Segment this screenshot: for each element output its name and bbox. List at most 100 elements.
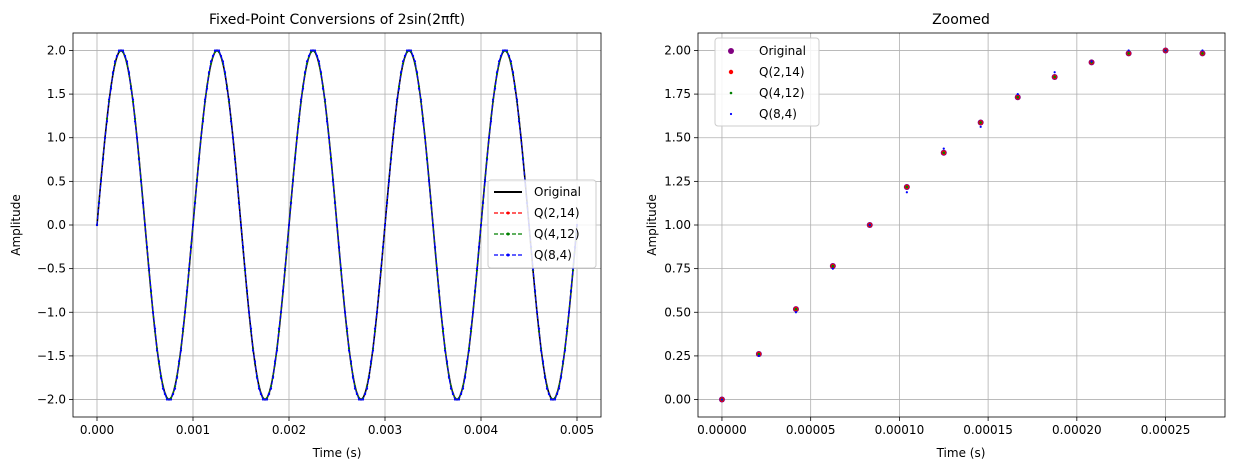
y-tick-label: 1.5 <box>47 87 66 101</box>
data-point <box>157 360 161 363</box>
legend-label: Original <box>759 44 806 58</box>
data-point <box>427 180 431 183</box>
data-point <box>477 245 481 248</box>
legend-label: Q(2,14) <box>534 206 580 220</box>
scatter-point-q-8-4- <box>1164 49 1167 52</box>
data-point <box>205 87 209 90</box>
data-point <box>193 202 197 205</box>
data-point <box>99 180 103 183</box>
data-point <box>569 289 573 292</box>
left-x-ticks: 0.000 0.001 0.002 0.003 0.004 0.005 <box>80 417 594 437</box>
left-series-layer <box>95 49 579 401</box>
data-point <box>433 245 437 248</box>
x-tick-label: 0.00000 <box>697 423 747 437</box>
data-point <box>485 158 489 161</box>
data-point <box>115 54 119 58</box>
data-point <box>393 120 397 123</box>
data-point <box>337 245 341 248</box>
data-point <box>291 180 295 183</box>
data-point <box>303 71 307 74</box>
scatter-point-q-4-12- <box>1053 75 1056 79</box>
data-point <box>383 223 387 227</box>
data-point <box>441 327 445 330</box>
data-point <box>177 360 181 363</box>
data-point <box>351 376 355 379</box>
data-point <box>253 360 257 363</box>
data-point <box>197 158 201 161</box>
data-point <box>241 245 245 248</box>
data-point <box>563 349 567 352</box>
scatter-point-q-4-12- <box>1016 95 1020 99</box>
data-point <box>329 158 333 161</box>
right-legend-items: Original Q(2,14) Q(4,12) Q(8,4) <box>728 44 806 121</box>
data-point <box>305 60 309 63</box>
data-point <box>539 349 543 352</box>
scatter-point-q-4-12- <box>905 185 909 189</box>
data-point <box>411 54 415 58</box>
data-point <box>435 267 439 270</box>
data-point <box>223 71 227 74</box>
data-point <box>189 245 193 248</box>
data-point <box>459 392 463 396</box>
data-point <box>211 54 215 58</box>
left-legend-box <box>487 179 597 269</box>
scatter-point-q-4-12- <box>831 264 835 268</box>
legend-marker <box>728 69 734 75</box>
data-point <box>245 289 249 292</box>
right-legend: Original Q(2,14) Q(4,12) Q(8,4) <box>714 37 820 127</box>
data-point <box>95 223 99 227</box>
data-point <box>319 71 323 74</box>
legend-marker <box>506 211 510 215</box>
data-point <box>463 376 467 379</box>
data-point <box>125 60 129 63</box>
data-point <box>207 71 211 74</box>
data-point <box>315 54 319 58</box>
data-point <box>451 392 455 396</box>
data-point <box>233 158 237 161</box>
data-point <box>217 49 221 52</box>
data-point <box>163 392 167 396</box>
data-point <box>159 376 163 379</box>
x-tick-label: 0.00025 <box>1141 423 1191 437</box>
data-point <box>119 49 123 52</box>
y-tick-label: −2.0 <box>37 393 66 407</box>
data-point <box>481 202 485 205</box>
y-tick-label: 1.75 <box>664 87 691 101</box>
x-tick-label: 0.001 <box>176 423 210 437</box>
right-y-axis-label: Amplitude <box>645 194 659 256</box>
data-point <box>235 178 239 181</box>
data-point <box>369 360 373 363</box>
legend-label: Q(8,4) <box>759 107 797 121</box>
data-point <box>473 289 477 292</box>
data-point <box>445 360 449 363</box>
data-point <box>347 349 351 352</box>
scatter-point-q-8-4- <box>794 311 798 314</box>
data-point <box>417 87 421 90</box>
data-point <box>387 180 391 183</box>
y-tick-label: 2.00 <box>664 43 691 57</box>
data-point <box>307 54 311 58</box>
data-point <box>517 120 521 123</box>
data-point <box>239 223 243 227</box>
data-point <box>431 223 435 227</box>
data-point <box>415 71 419 74</box>
right-x-ticks: 0.00000 0.00005 0.00010 0.00015 0.00020 0.000… <box>697 417 1190 437</box>
data-point <box>243 269 247 272</box>
legend-label: Q(8,4) <box>534 248 572 262</box>
data-point <box>565 327 569 330</box>
x-tick-label: 0.004 <box>464 423 498 437</box>
scatter-point-q-8-4- <box>1016 92 1019 96</box>
data-point <box>325 120 329 123</box>
data-point <box>143 223 147 227</box>
scatter-point-q-4-12- <box>1127 52 1130 55</box>
data-point <box>105 117 109 120</box>
data-point <box>409 49 413 52</box>
data-point <box>305 62 309 65</box>
left-y-ticks: −2.0 −1.5 −1.0 −0.5 0.0 0.5 1.0 1.5 2.0 <box>37 43 73 407</box>
data-point <box>167 398 171 401</box>
data-point <box>339 269 343 272</box>
data-point <box>553 398 557 401</box>
data-point <box>263 398 267 401</box>
data-point <box>397 85 401 88</box>
data-point <box>559 376 563 379</box>
